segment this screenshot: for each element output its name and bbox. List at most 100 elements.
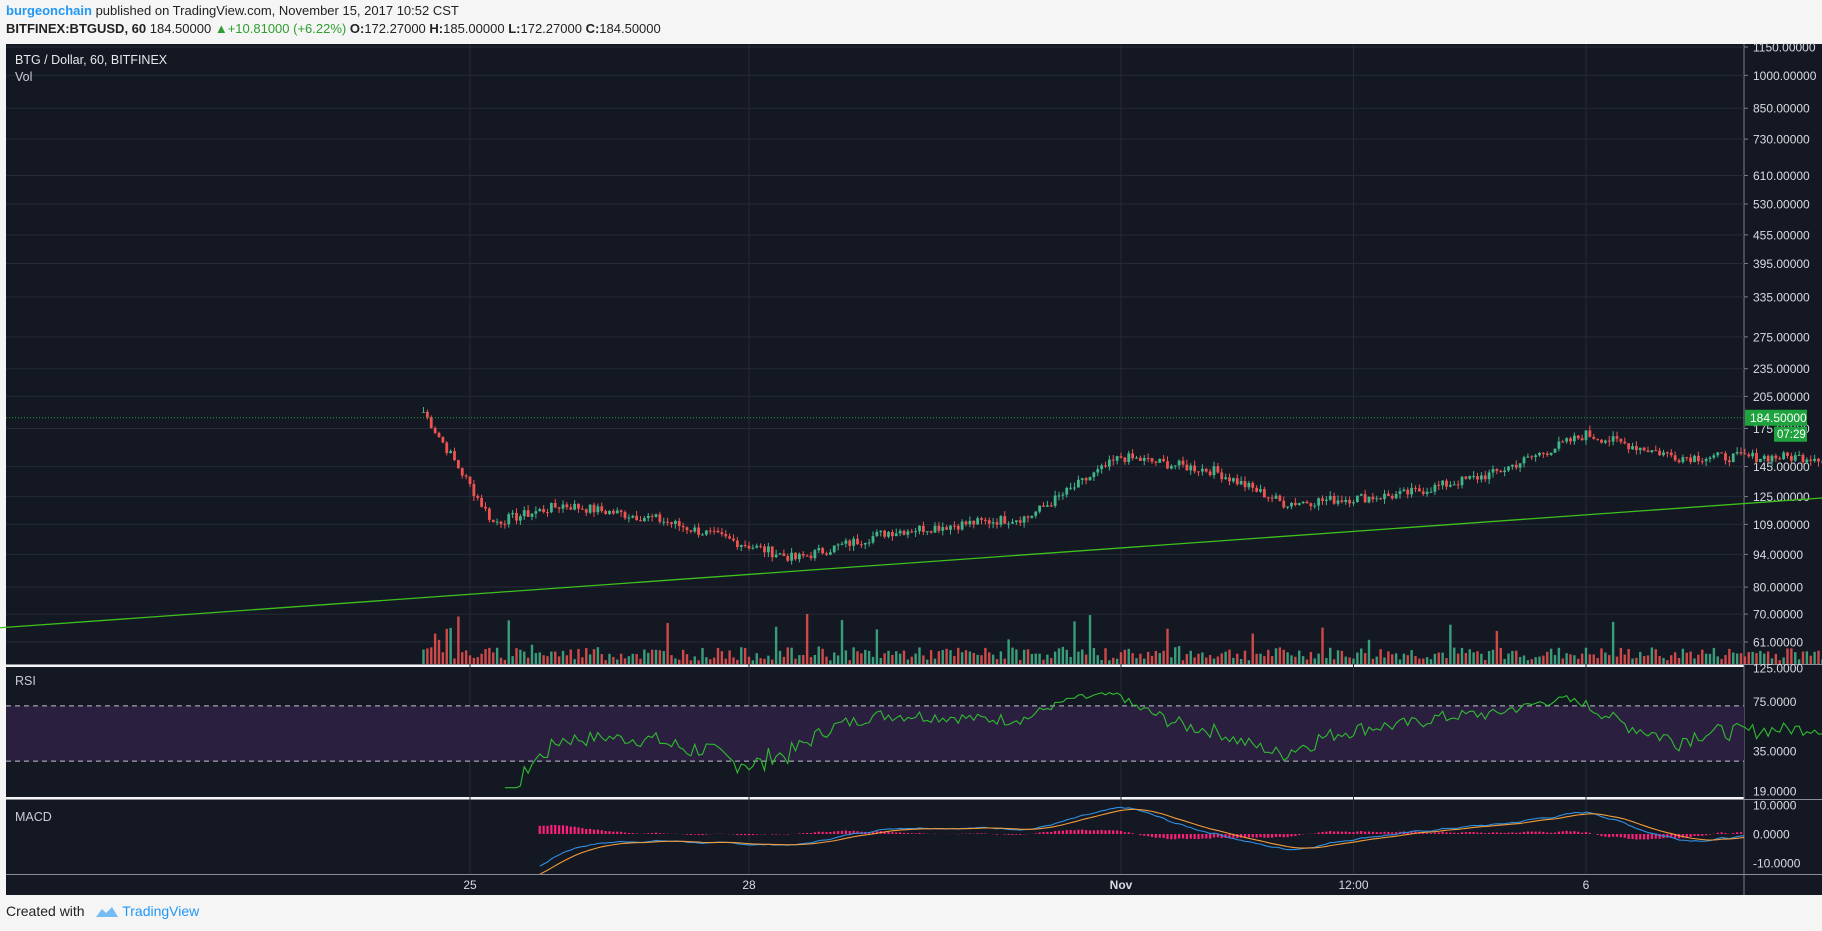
volume-bar	[875, 629, 879, 664]
candle-body	[856, 538, 859, 545]
volume-bar	[453, 658, 456, 664]
volume-bar	[1069, 656, 1072, 664]
candle-body	[1596, 438, 1600, 440]
candle-body	[1801, 454, 1805, 463]
candle-body	[867, 542, 871, 544]
candle-body	[549, 502, 553, 513]
volume-bar	[1239, 659, 1243, 664]
candle-body	[1460, 476, 1464, 486]
volume-bar	[1724, 655, 1727, 664]
volume-bar	[786, 647, 789, 664]
price-tick-label: 94.00000	[1753, 548, 1803, 562]
volume-bar	[1751, 651, 1754, 664]
volume-bar	[1693, 658, 1696, 664]
volume-bar	[1782, 657, 1785, 664]
volume-bar	[1437, 652, 1440, 664]
volume-bar	[1790, 648, 1793, 664]
symbol-label: BITFINEX:BTGUSD, 60	[6, 21, 147, 36]
macd-tick-label: 0.0000	[1753, 828, 1790, 842]
volume-bar	[968, 651, 972, 664]
candle-body	[794, 552, 797, 560]
candle-body	[937, 525, 941, 531]
volume-bar	[433, 633, 437, 664]
volume-bar	[991, 654, 995, 664]
candle-body	[1301, 501, 1305, 504]
volume-bar	[887, 650, 890, 664]
volume-bar	[534, 653, 538, 664]
author-link[interactable]: burgeonchain	[6, 3, 92, 18]
volume-bar	[929, 650, 933, 664]
volume-bar	[1061, 646, 1065, 664]
candle-body	[538, 509, 542, 512]
volume-bar	[751, 660, 755, 664]
candle-body	[1355, 495, 1359, 503]
candle-body	[592, 504, 596, 513]
candle-body	[635, 515, 639, 521]
volume-bar	[1019, 659, 1022, 664]
candle-body	[1259, 489, 1262, 492]
candle-body	[1336, 500, 1340, 504]
volume-series	[422, 614, 1822, 664]
volume-bar	[716, 647, 720, 664]
volume-bar	[1208, 654, 1212, 664]
candle-body	[530, 513, 534, 517]
candle-body	[1375, 498, 1379, 500]
volume-bar	[693, 656, 696, 664]
candle-body	[1352, 502, 1355, 504]
volume-bar	[1119, 652, 1123, 664]
volume-bar	[1604, 652, 1607, 664]
volume-bar	[976, 654, 979, 664]
volume-bar	[1053, 651, 1057, 664]
volume-bar	[852, 647, 855, 664]
candle-body	[518, 516, 522, 521]
candle-body	[611, 510, 615, 514]
volume-bar	[1251, 633, 1254, 664]
candle-body	[778, 553, 782, 555]
volume-bar	[468, 655, 472, 664]
candle-body	[840, 543, 844, 545]
volume-bar	[1472, 652, 1475, 664]
candle-body	[1654, 450, 1658, 452]
rsi-tick-label: 19.0000	[1753, 785, 1797, 799]
candle-body	[677, 521, 681, 527]
low-label: L:	[508, 21, 521, 36]
candle-body	[1673, 455, 1677, 461]
candle-body	[1708, 457, 1712, 459]
candle-body	[759, 545, 763, 547]
candle-body	[995, 522, 999, 525]
volume-bar	[430, 647, 433, 664]
candle-body	[805, 555, 809, 557]
candle-body	[1565, 438, 1569, 442]
candle-body	[887, 532, 890, 537]
price-tick-label: 455.00000	[1753, 228, 1810, 242]
candle-body	[1243, 480, 1247, 488]
volume-bar	[957, 647, 960, 664]
tradingview-link[interactable]: TradingView	[95, 903, 199, 919]
volume-bar	[1534, 657, 1537, 664]
candle-body	[445, 442, 449, 454]
candle-body	[1615, 436, 1619, 439]
candle-body	[1786, 452, 1789, 457]
volume-bar	[1290, 655, 1293, 664]
volume-bar	[1418, 658, 1421, 664]
volume-bar	[1104, 648, 1107, 664]
price-tick-label: 125.00000	[1753, 490, 1810, 504]
high-value: 185.00000	[443, 21, 505, 36]
volume-bar	[1600, 648, 1603, 664]
volume-bar	[937, 651, 941, 664]
candle-body	[1185, 464, 1189, 471]
candle-body	[1425, 491, 1429, 494]
candle-body	[813, 550, 817, 559]
time-tick-label: 6	[1583, 878, 1590, 892]
candle-body	[1022, 516, 1026, 523]
volume-bar	[1011, 647, 1014, 664]
candle-body	[460, 468, 464, 476]
candle-body	[1704, 458, 1708, 462]
volume-bar	[1561, 658, 1564, 664]
candle-body	[999, 516, 1003, 525]
candle-body	[1541, 452, 1545, 454]
last-price: 184.50000	[149, 21, 212, 36]
candle-body	[1538, 452, 1541, 456]
volume-bar	[631, 653, 634, 664]
